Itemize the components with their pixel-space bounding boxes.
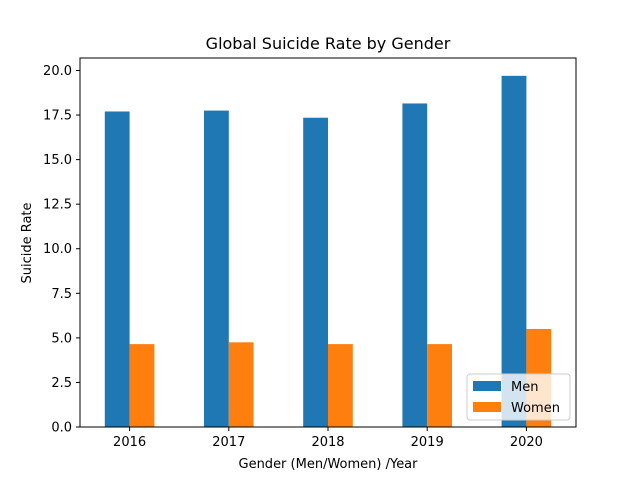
bar-women-2019 xyxy=(427,344,452,427)
bar-women-2016 xyxy=(129,344,155,427)
y-tick-label-2.5: 2.5 xyxy=(51,376,72,391)
plot-area: 2016 2017 2018 2019 2020 0.0 2.5 5.0 7.5 10.0 12.5… xyxy=(43,57,577,450)
y-axis-label: Suicide Rate xyxy=(20,202,35,283)
bar-men-2019 xyxy=(402,103,428,428)
x-tick-label-2019: 2019 xyxy=(411,435,444,450)
bar-men-2017 xyxy=(204,110,229,427)
legend-swatch-women xyxy=(473,402,501,412)
y-tick-label-10.0: 10.0 xyxy=(43,242,72,257)
bar-men-2018 xyxy=(303,117,328,427)
bar-women-2017 xyxy=(228,342,254,427)
y-tick-label-17.5: 17.5 xyxy=(43,109,72,124)
x-tick-label-2016: 2016 xyxy=(113,435,146,450)
bar-women-2018 xyxy=(328,344,353,427)
y-tick-label-5.0: 5.0 xyxy=(51,331,72,346)
legend-label-women: Women xyxy=(511,401,560,416)
y-tick-label-15.0: 15.0 xyxy=(43,153,72,168)
y-tick-label-20.0: 20.0 xyxy=(43,64,72,79)
y-tick-label-7.5: 7.5 xyxy=(51,287,72,302)
y-tick-label-12.5: 12.5 xyxy=(43,198,72,213)
y-tick-label-0.0: 0.0 xyxy=(51,421,72,436)
chart-title: Global Suicide Rate by Gender xyxy=(206,34,451,53)
x-tick-label-2020: 2020 xyxy=(510,435,543,450)
legend-swatch-men xyxy=(473,381,501,391)
legend-label-men: Men xyxy=(511,380,538,395)
bar-men-2016 xyxy=(104,111,130,427)
x-tick-label-2018: 2018 xyxy=(311,435,344,450)
x-tick-label-2017: 2017 xyxy=(212,435,245,450)
x-axis-label: Gender (Men/Women) /Year xyxy=(239,457,419,472)
bar-men-2020 xyxy=(501,75,527,427)
